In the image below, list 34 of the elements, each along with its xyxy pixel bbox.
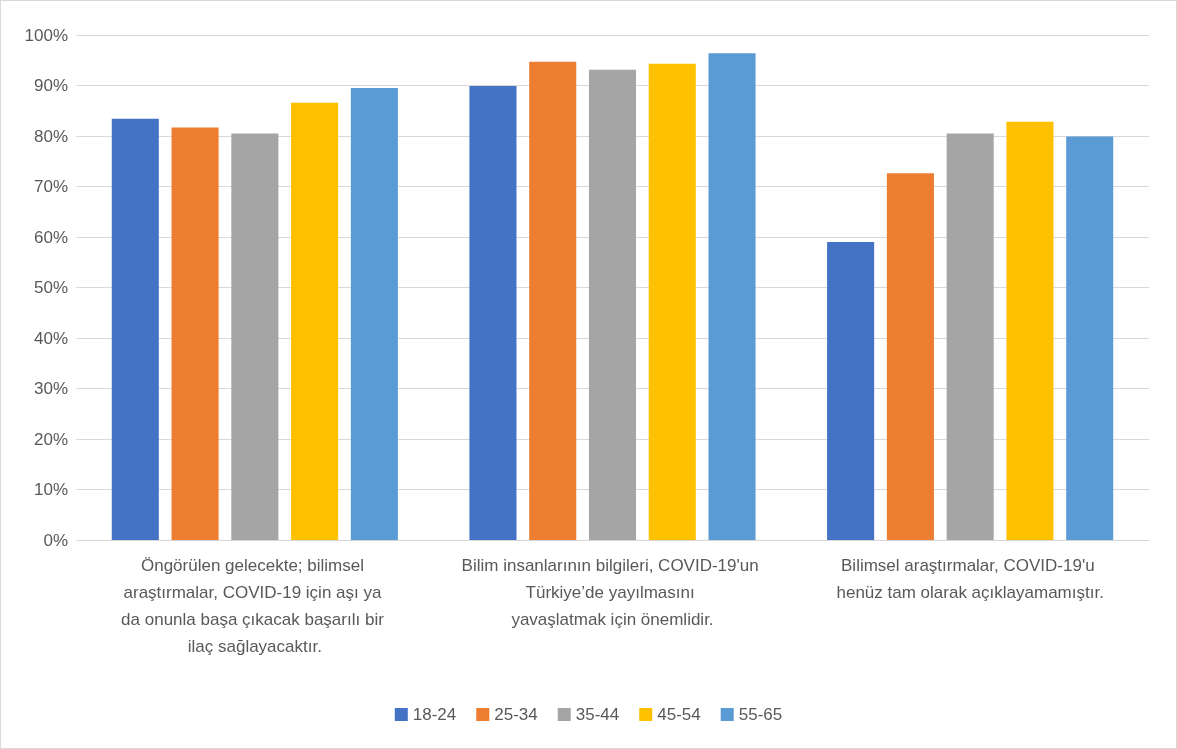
bar	[708, 53, 756, 540]
x-tick-label: Bilim insanlarının bilgileri, COVID-19'un Türkiye’de yayılmasını yavaşlatmak için önemlidir.	[461, 556, 764, 629]
bar	[291, 102, 339, 540]
y-tick-label: 10%	[33, 480, 68, 499]
bar	[588, 69, 637, 540]
y-tick-label: 90%	[33, 76, 68, 95]
legend-label: 25-34	[494, 705, 538, 724]
y-tick-label: 0%	[43, 530, 68, 550]
y-tick-label: 100%	[24, 25, 68, 45]
bar	[171, 127, 219, 540]
bar	[1006, 121, 1054, 540]
bar	[231, 133, 279, 540]
bar	[1066, 136, 1114, 540]
legend-label: 35-44	[575, 705, 620, 724]
y-tick-label: 50%	[33, 278, 68, 297]
bar	[529, 61, 577, 540]
y-tick-label: 30%	[33, 379, 68, 398]
bar	[469, 86, 517, 540]
y-tick-label: 40%	[33, 328, 68, 348]
bar	[648, 63, 696, 540]
legend-label: 55-65	[738, 705, 783, 724]
y-tick-label: 60%	[33, 227, 68, 247]
y-tick-label: 80%	[33, 126, 68, 146]
legend-label: 18-24	[412, 705, 457, 724]
x-tick-label: Bilimsel araştırmalar, COVID-19'u henüz tam olarak açıklayamamıştır.	[836, 556, 1104, 602]
legend-label: 45-54	[657, 705, 701, 724]
y-tick-label: 70%	[33, 177, 68, 196]
bar	[350, 88, 398, 540]
x-tick-label: Öngörülen gelecekte; bilimsel araştırmalar, COVID-19 için aşı ya da onunla başa çıkacak başarılı bir ilaç sağlayacaktır.	[121, 556, 389, 656]
bar	[111, 118, 159, 540]
bar	[946, 133, 994, 540]
bar	[886, 173, 934, 540]
bar	[827, 242, 875, 540]
y-tick-label: 20%	[33, 429, 68, 449]
